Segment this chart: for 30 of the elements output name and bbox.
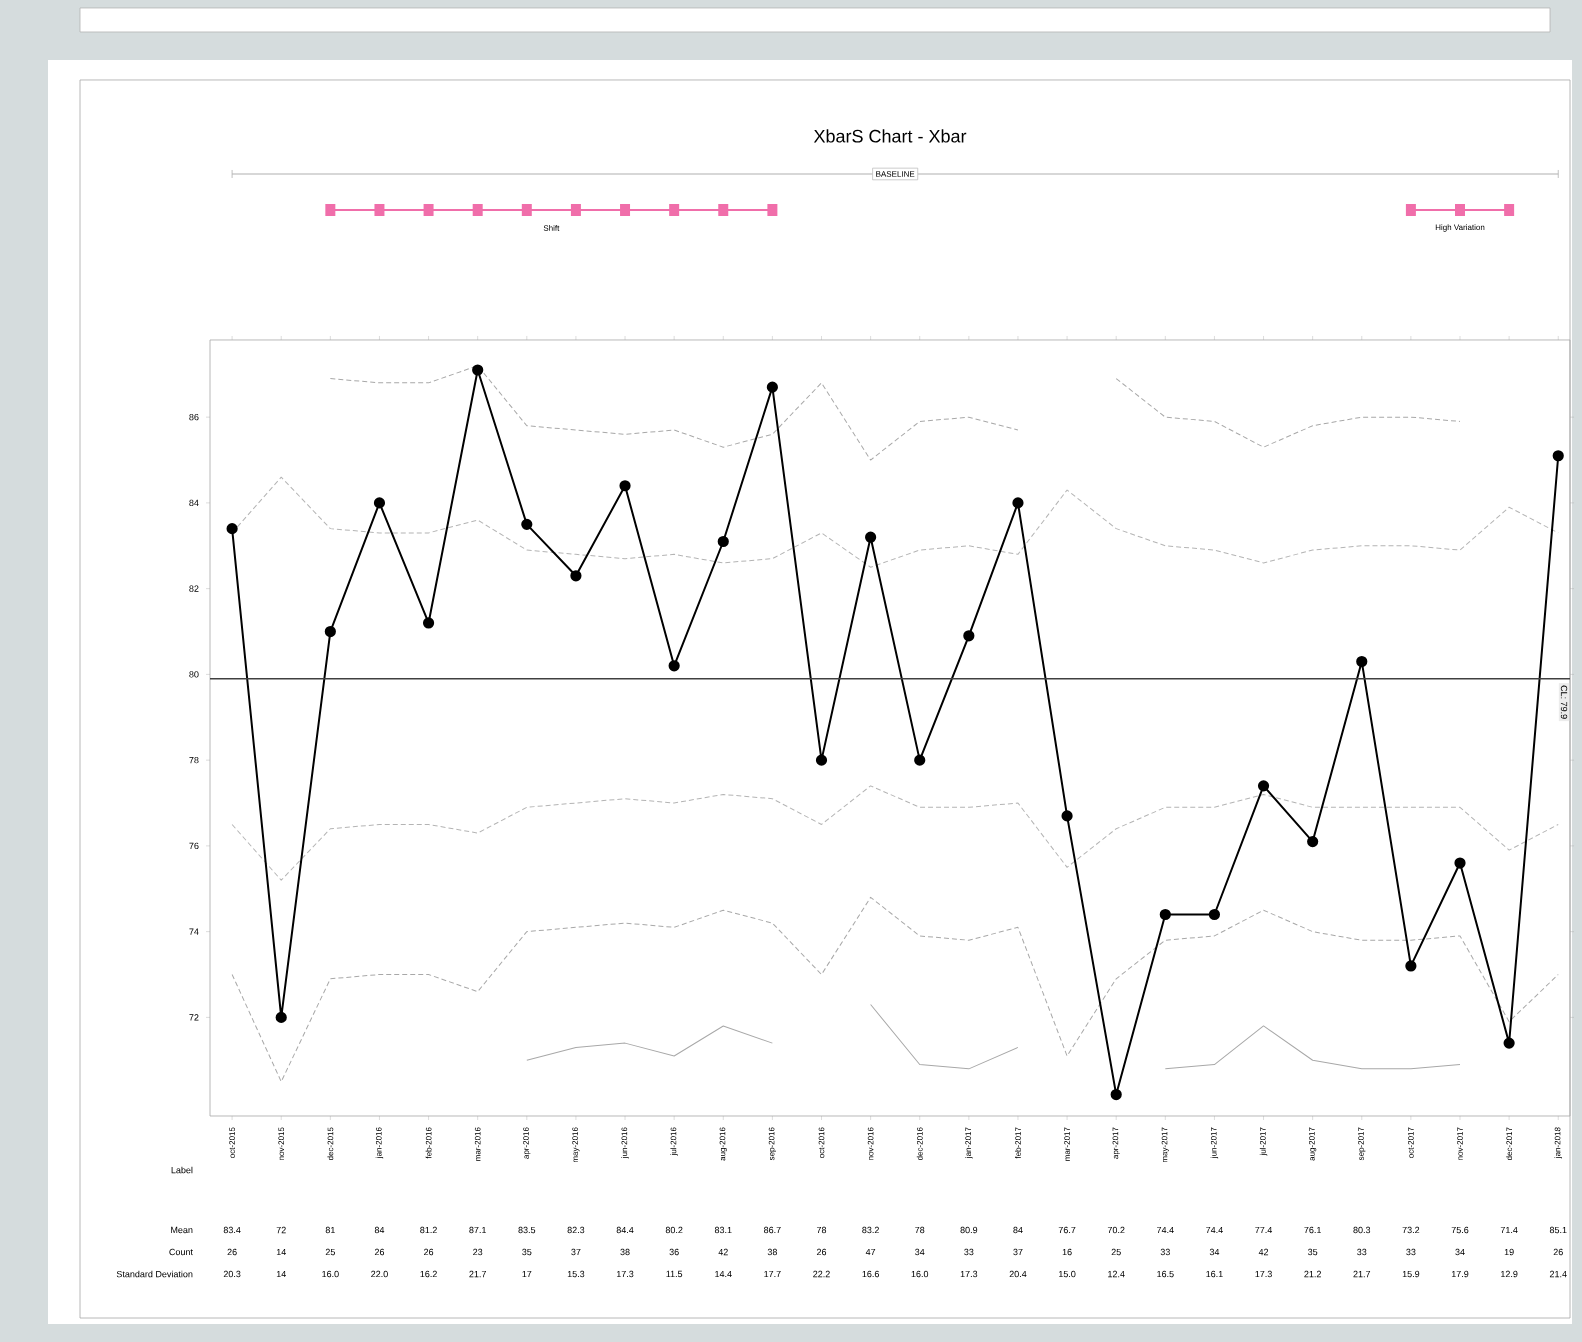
point [472,364,484,376]
point [373,497,386,509]
point [1257,780,1270,792]
point [226,523,238,535]
chart-title: XbarS Chart - Xbar [813,129,967,143]
point [422,617,435,629]
point [815,754,828,766]
point [275,1011,287,1023]
point [1012,497,1024,509]
point [717,535,729,548]
point [1552,450,1564,462]
point [865,531,877,543]
point [1208,908,1221,921]
point [521,518,533,530]
point [914,754,926,766]
point [1356,655,1368,668]
point [1405,960,1417,972]
point [570,570,582,582]
point [668,660,680,672]
point [1454,857,1466,869]
point [963,630,975,642]
point [619,480,631,492]
point [324,625,336,638]
point [1110,1088,1122,1101]
point [1307,836,1319,848]
point [1159,908,1171,921]
line-series [231,896,1559,1083]
point [766,381,778,393]
point [1503,1037,1515,1049]
point [1061,810,1073,822]
